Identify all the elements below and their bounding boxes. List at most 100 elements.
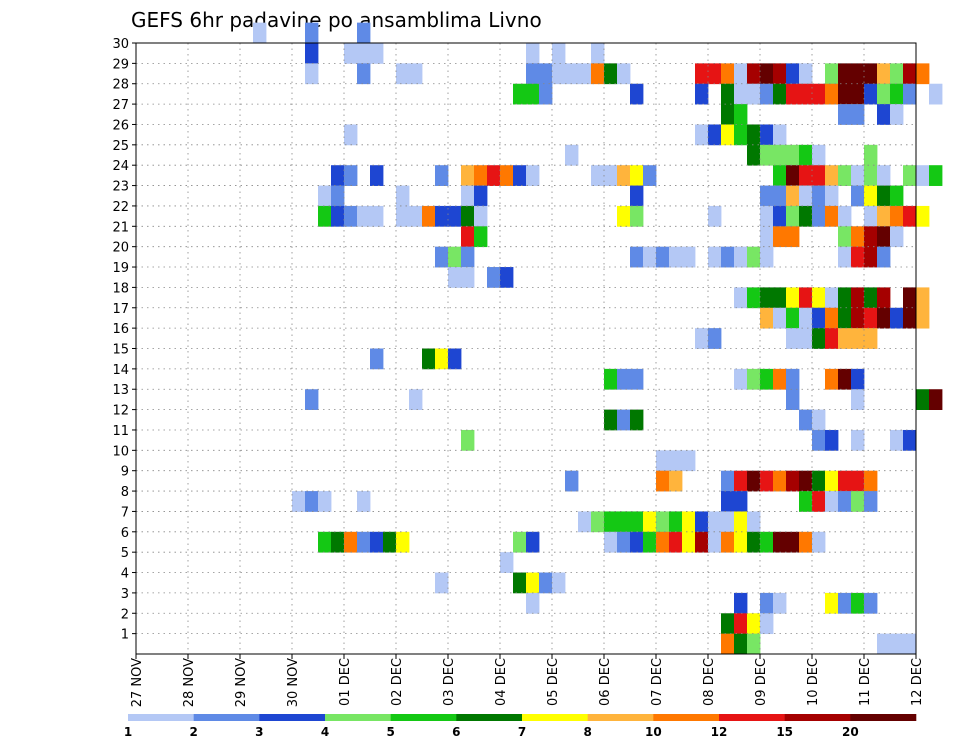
heatmap-cell xyxy=(851,63,865,85)
heatmap-cell xyxy=(864,592,878,614)
heatmap-cell xyxy=(734,592,748,614)
heatmap-cell xyxy=(578,511,592,533)
heatmap-cell xyxy=(604,409,618,431)
heatmap-cell xyxy=(643,165,657,186)
heatmap-cell xyxy=(890,429,904,451)
heatmap-cell xyxy=(708,124,722,146)
heatmap-cell xyxy=(747,633,761,655)
heatmap-cell xyxy=(643,531,657,553)
heatmap-cell xyxy=(929,165,943,186)
heatmap-cell xyxy=(643,511,657,533)
heatmap-cell xyxy=(747,470,761,492)
heatmap-cell xyxy=(799,287,813,309)
colorbar-label: 20 xyxy=(842,725,859,739)
heatmap-cell xyxy=(630,511,644,533)
heatmap-cell xyxy=(851,592,865,614)
heatmap-cell xyxy=(890,205,904,227)
heatmap-cell xyxy=(721,470,735,492)
heatmap-cell xyxy=(474,185,488,207)
heatmap-cell xyxy=(812,470,826,492)
x-tick-label: 30 NOV xyxy=(286,658,301,707)
heatmap-cell xyxy=(825,429,839,451)
heatmap-cell xyxy=(851,104,865,125)
heatmap-cell xyxy=(721,613,735,635)
heatmap-cell xyxy=(864,144,878,166)
heatmap-cell xyxy=(747,531,761,553)
heatmap-cell xyxy=(838,205,852,227)
heatmap-cell xyxy=(630,246,644,268)
heatmap-cell xyxy=(760,124,774,146)
heatmap-cell xyxy=(851,165,865,186)
heatmap-cell xyxy=(903,83,917,105)
x-tick-label: 07 DEC xyxy=(650,658,665,706)
heatmap-cell xyxy=(500,267,514,288)
y-tick-label: 27 xyxy=(112,98,129,113)
y-tick-label: 24 xyxy=(112,159,129,174)
heatmap-cell xyxy=(786,287,800,309)
heatmap-cell xyxy=(838,368,852,390)
heatmap-cell xyxy=(786,470,800,492)
heatmap-cell xyxy=(812,165,826,186)
heatmap-cell xyxy=(695,531,709,553)
heatmap-cell xyxy=(760,531,774,553)
heatmap-cell xyxy=(799,83,813,105)
heatmap-cell xyxy=(838,592,852,614)
heatmap-cell xyxy=(773,226,787,248)
heatmap-cell xyxy=(708,63,722,85)
heatmap-cell xyxy=(344,43,358,64)
heatmap-cell xyxy=(916,389,930,410)
colorbar-swatch xyxy=(325,714,391,721)
y-tick-label: 2 xyxy=(121,607,129,622)
heatmap-cell xyxy=(773,63,787,85)
colorbar-label: 1 xyxy=(124,725,132,739)
y-tick-label: 13 xyxy=(112,383,129,398)
x-tick-label: 02 DEC xyxy=(390,658,405,706)
colorbar-swatch xyxy=(128,714,194,721)
colorbar-label: 4 xyxy=(321,725,329,739)
heatmap-cell xyxy=(604,63,618,85)
heatmap-cell xyxy=(357,491,371,512)
heatmap-cell xyxy=(812,144,826,166)
heatmap-cell xyxy=(721,83,735,105)
x-tick-label: 05 DEC xyxy=(546,658,561,706)
colorbar-label: 3 xyxy=(255,725,263,739)
x-tick-label: 29 NOV xyxy=(234,658,249,707)
heatmap-cell xyxy=(331,205,345,227)
heatmap-cell xyxy=(864,246,878,268)
heatmap-cell xyxy=(825,592,839,614)
heatmap-cell xyxy=(903,429,917,451)
y-tick-label: 23 xyxy=(112,180,129,195)
heatmap-cell xyxy=(773,531,787,553)
heatmap-cell xyxy=(812,205,826,227)
heatmap-cell xyxy=(786,307,800,329)
heatmap-cell xyxy=(708,205,722,227)
heatmap-cell xyxy=(773,124,787,146)
heatmap-cell xyxy=(851,368,865,390)
heatmap-cell xyxy=(617,531,631,553)
heatmap-cell xyxy=(903,307,917,329)
heatmap-cell xyxy=(435,572,449,594)
heatmap-cell xyxy=(422,348,436,370)
heatmap-cell xyxy=(812,328,826,349)
heatmap-cell xyxy=(513,83,527,105)
heatmap-cell xyxy=(760,613,774,635)
heatmap-cell xyxy=(760,83,774,105)
heatmap-cell xyxy=(721,491,735,512)
heatmap-cell xyxy=(682,450,696,472)
heatmap-cell xyxy=(669,246,683,268)
heatmap-cell xyxy=(396,531,410,553)
heatmap-cell xyxy=(734,511,748,533)
y-tick-label: 4 xyxy=(121,567,129,582)
heatmap-cell xyxy=(864,328,878,349)
heatmap-cell xyxy=(760,470,774,492)
heatmap-cell xyxy=(812,491,826,512)
heatmap-cell xyxy=(357,531,371,553)
heatmap-cell xyxy=(747,511,761,533)
heatmap-cell xyxy=(721,246,735,268)
y-tick-label: 18 xyxy=(112,281,129,296)
heatmap-cell xyxy=(747,124,761,146)
heatmap-cell xyxy=(513,531,527,553)
y-tick-label: 26 xyxy=(112,118,129,133)
heatmap-cell xyxy=(825,205,839,227)
heatmap-cell xyxy=(539,83,553,105)
